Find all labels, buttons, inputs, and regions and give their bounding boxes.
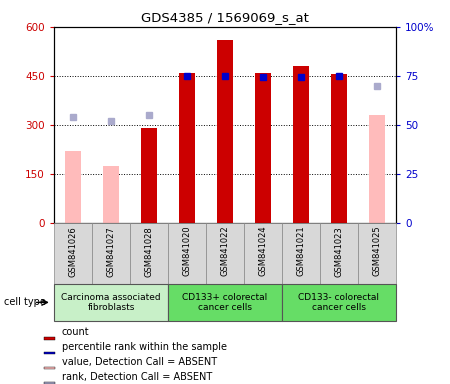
Bar: [369, 115, 385, 223]
Bar: [180, 73, 194, 223]
Bar: [65, 151, 81, 223]
Text: GSM841020: GSM841020: [183, 226, 192, 276]
Text: value, Detection Call = ABSENT: value, Detection Call = ABSENT: [62, 357, 217, 367]
Bar: [54, 284, 168, 321]
Text: GSM841027: GSM841027: [107, 226, 116, 276]
Bar: [206, 223, 244, 284]
Text: GSM841023: GSM841023: [334, 226, 343, 276]
Text: count: count: [62, 327, 90, 337]
Bar: [44, 352, 55, 354]
Text: GSM841028: GSM841028: [144, 226, 153, 276]
Text: GSM841026: GSM841026: [68, 226, 77, 276]
Bar: [44, 337, 55, 339]
Bar: [358, 223, 396, 284]
Bar: [293, 66, 309, 223]
Bar: [244, 223, 282, 284]
Bar: [92, 223, 130, 284]
Text: Carcinoma associated
fibroblasts: Carcinoma associated fibroblasts: [61, 293, 161, 312]
Bar: [282, 223, 320, 284]
Bar: [217, 40, 233, 223]
Bar: [331, 74, 346, 223]
Text: GSM841025: GSM841025: [373, 226, 382, 276]
Bar: [141, 128, 157, 223]
Text: rank, Detection Call = ABSENT: rank, Detection Call = ABSENT: [62, 372, 212, 382]
Text: GSM841022: GSM841022: [220, 226, 230, 276]
Bar: [282, 284, 396, 321]
Bar: [168, 223, 206, 284]
Text: CD133- colorectal
cancer cells: CD133- colorectal cancer cells: [298, 293, 379, 312]
Bar: [130, 223, 168, 284]
Bar: [168, 284, 282, 321]
Bar: [104, 166, 119, 223]
Text: GSM841021: GSM841021: [297, 226, 306, 276]
Title: GDS4385 / 1569069_s_at: GDS4385 / 1569069_s_at: [141, 11, 309, 24]
Bar: [320, 223, 358, 284]
Text: CD133+ colorectal
cancer cells: CD133+ colorectal cancer cells: [182, 293, 268, 312]
Bar: [256, 73, 270, 223]
Text: cell type: cell type: [4, 297, 46, 308]
Text: GSM841024: GSM841024: [258, 226, 267, 276]
Text: percentile rank within the sample: percentile rank within the sample: [62, 342, 227, 352]
Bar: [44, 367, 55, 369]
Bar: [44, 382, 55, 384]
Bar: [54, 223, 92, 284]
